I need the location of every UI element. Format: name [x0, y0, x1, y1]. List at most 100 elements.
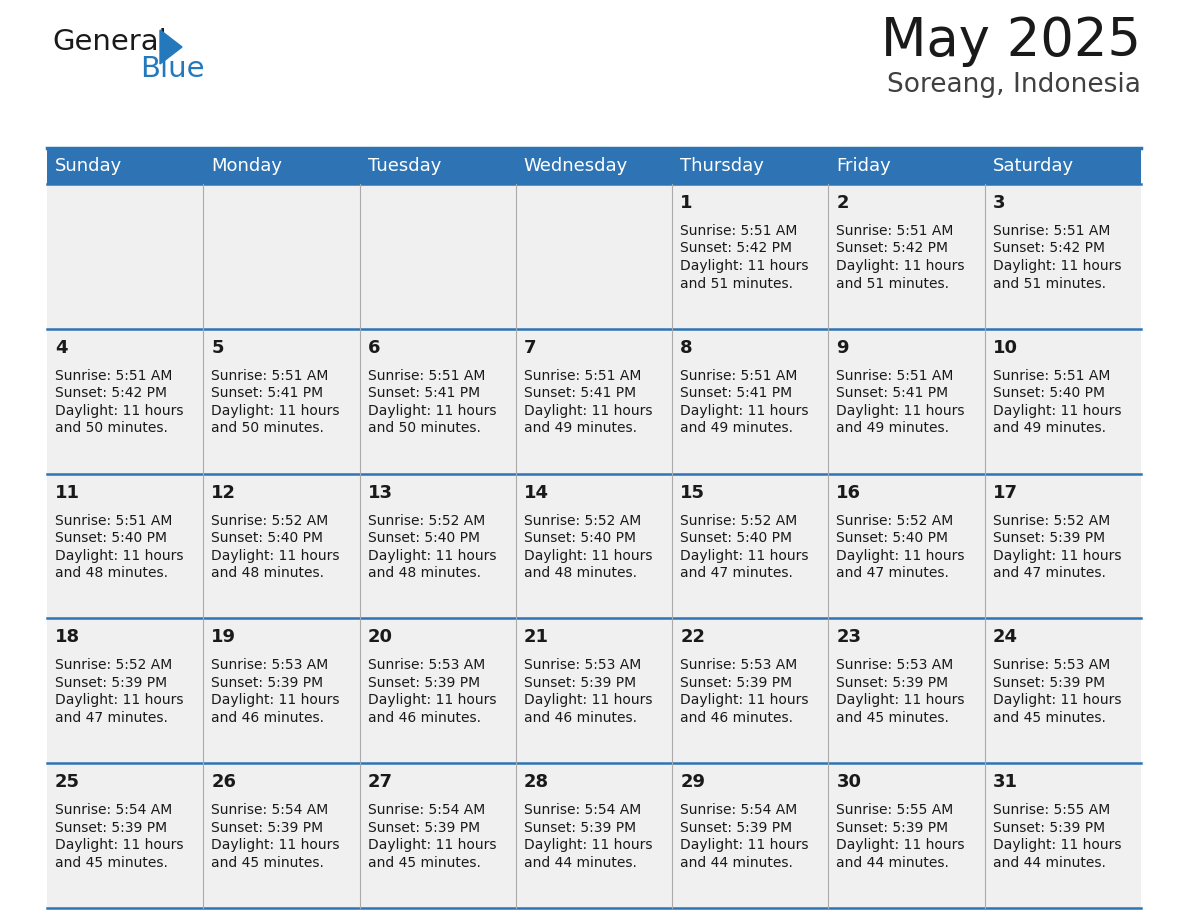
Text: 31: 31 [993, 773, 1018, 791]
Text: Sunset: 5:42 PM: Sunset: 5:42 PM [836, 241, 948, 255]
Text: Sunrise: 5:51 AM: Sunrise: 5:51 AM [836, 224, 954, 238]
Text: Daylight: 11 hours: Daylight: 11 hours [524, 404, 652, 418]
Text: Sunset: 5:40 PM: Sunset: 5:40 PM [836, 532, 948, 545]
Text: Daylight: 11 hours: Daylight: 11 hours [524, 838, 652, 852]
Text: Sunrise: 5:52 AM: Sunrise: 5:52 AM [55, 658, 172, 672]
Text: Sunrise: 5:51 AM: Sunrise: 5:51 AM [55, 369, 172, 383]
Text: 5: 5 [211, 339, 223, 357]
Text: Sunrise: 5:53 AM: Sunrise: 5:53 AM [211, 658, 329, 672]
Text: Daylight: 11 hours: Daylight: 11 hours [681, 693, 809, 708]
Text: Sunset: 5:39 PM: Sunset: 5:39 PM [211, 676, 323, 690]
Text: 10: 10 [993, 339, 1018, 357]
Text: Sunrise: 5:54 AM: Sunrise: 5:54 AM [681, 803, 797, 817]
Text: and 44 minutes.: and 44 minutes. [524, 856, 637, 869]
Text: and 45 minutes.: and 45 minutes. [367, 856, 480, 869]
Text: Daylight: 11 hours: Daylight: 11 hours [524, 693, 652, 708]
Text: Daylight: 11 hours: Daylight: 11 hours [993, 549, 1121, 563]
Text: 6: 6 [367, 339, 380, 357]
Text: 25: 25 [55, 773, 80, 791]
Text: Sunrise: 5:51 AM: Sunrise: 5:51 AM [681, 224, 797, 238]
Text: Sunset: 5:41 PM: Sunset: 5:41 PM [836, 386, 948, 400]
Text: Sunset: 5:39 PM: Sunset: 5:39 PM [367, 821, 480, 834]
Text: Thursday: Thursday [681, 157, 764, 175]
Text: Daylight: 11 hours: Daylight: 11 hours [681, 259, 809, 273]
Text: Sunset: 5:42 PM: Sunset: 5:42 PM [55, 386, 168, 400]
Text: and 49 minutes.: and 49 minutes. [681, 421, 794, 435]
Text: Daylight: 11 hours: Daylight: 11 hours [836, 693, 965, 708]
Text: Sunset: 5:40 PM: Sunset: 5:40 PM [524, 532, 636, 545]
Text: and 45 minutes.: and 45 minutes. [211, 856, 324, 869]
Text: Daylight: 11 hours: Daylight: 11 hours [993, 838, 1121, 852]
Text: Sunset: 5:39 PM: Sunset: 5:39 PM [367, 676, 480, 690]
Text: Sunset: 5:40 PM: Sunset: 5:40 PM [367, 532, 480, 545]
Text: 8: 8 [681, 339, 693, 357]
Text: Sunset: 5:39 PM: Sunset: 5:39 PM [993, 676, 1105, 690]
Text: Friday: Friday [836, 157, 891, 175]
FancyBboxPatch shape [48, 474, 1140, 619]
Text: 17: 17 [993, 484, 1018, 501]
Text: Daylight: 11 hours: Daylight: 11 hours [681, 549, 809, 563]
Text: Sunset: 5:40 PM: Sunset: 5:40 PM [993, 386, 1105, 400]
Text: Sunrise: 5:51 AM: Sunrise: 5:51 AM [681, 369, 797, 383]
Text: 11: 11 [55, 484, 80, 501]
Text: Sunset: 5:41 PM: Sunset: 5:41 PM [367, 386, 480, 400]
Text: and 49 minutes.: and 49 minutes. [524, 421, 637, 435]
Text: and 48 minutes.: and 48 minutes. [367, 566, 481, 580]
FancyBboxPatch shape [48, 184, 1140, 329]
Text: Sunrise: 5:52 AM: Sunrise: 5:52 AM [367, 513, 485, 528]
Text: 7: 7 [524, 339, 536, 357]
Text: and 51 minutes.: and 51 minutes. [681, 276, 794, 290]
Text: and 50 minutes.: and 50 minutes. [55, 421, 168, 435]
Text: Sunset: 5:40 PM: Sunset: 5:40 PM [55, 532, 168, 545]
FancyBboxPatch shape [48, 763, 1140, 908]
Text: Sunrise: 5:55 AM: Sunrise: 5:55 AM [993, 803, 1110, 817]
Text: Sunrise: 5:53 AM: Sunrise: 5:53 AM [524, 658, 642, 672]
Text: 27: 27 [367, 773, 392, 791]
Text: Daylight: 11 hours: Daylight: 11 hours [211, 693, 340, 708]
Text: and 44 minutes.: and 44 minutes. [993, 856, 1106, 869]
Text: 20: 20 [367, 629, 392, 646]
Text: Sunrise: 5:54 AM: Sunrise: 5:54 AM [211, 803, 329, 817]
Text: Sunrise: 5:52 AM: Sunrise: 5:52 AM [681, 513, 797, 528]
Text: Sunrise: 5:51 AM: Sunrise: 5:51 AM [211, 369, 329, 383]
Text: May 2025: May 2025 [881, 15, 1140, 67]
Text: and 45 minutes.: and 45 minutes. [993, 711, 1106, 725]
Text: Sunset: 5:41 PM: Sunset: 5:41 PM [211, 386, 323, 400]
Text: Monday: Monday [211, 157, 283, 175]
Text: Sunset: 5:39 PM: Sunset: 5:39 PM [836, 821, 948, 834]
Text: Sunset: 5:39 PM: Sunset: 5:39 PM [681, 676, 792, 690]
Text: and 47 minutes.: and 47 minutes. [681, 566, 794, 580]
Text: Sunset: 5:40 PM: Sunset: 5:40 PM [211, 532, 323, 545]
Text: Sunrise: 5:51 AM: Sunrise: 5:51 AM [55, 513, 172, 528]
Text: and 48 minutes.: and 48 minutes. [211, 566, 324, 580]
Text: Sunrise: 5:52 AM: Sunrise: 5:52 AM [524, 513, 642, 528]
Text: and 46 minutes.: and 46 minutes. [681, 711, 794, 725]
Text: 4: 4 [55, 339, 68, 357]
Text: Sunset: 5:39 PM: Sunset: 5:39 PM [524, 821, 636, 834]
Polygon shape [160, 30, 182, 64]
Text: Daylight: 11 hours: Daylight: 11 hours [211, 838, 340, 852]
Text: 14: 14 [524, 484, 549, 501]
Text: 9: 9 [836, 339, 849, 357]
Text: Sunrise: 5:53 AM: Sunrise: 5:53 AM [681, 658, 797, 672]
Text: and 46 minutes.: and 46 minutes. [367, 711, 481, 725]
Text: Sunset: 5:39 PM: Sunset: 5:39 PM [836, 676, 948, 690]
Text: Sunset: 5:42 PM: Sunset: 5:42 PM [681, 241, 792, 255]
Text: Sunday: Sunday [55, 157, 122, 175]
Text: and 48 minutes.: and 48 minutes. [524, 566, 637, 580]
Text: 21: 21 [524, 629, 549, 646]
Text: and 46 minutes.: and 46 minutes. [211, 711, 324, 725]
Text: and 49 minutes.: and 49 minutes. [836, 421, 949, 435]
Text: 16: 16 [836, 484, 861, 501]
Text: 23: 23 [836, 629, 861, 646]
Text: Sunset: 5:39 PM: Sunset: 5:39 PM [524, 676, 636, 690]
FancyBboxPatch shape [48, 329, 1140, 474]
Text: and 46 minutes.: and 46 minutes. [524, 711, 637, 725]
Text: 13: 13 [367, 484, 392, 501]
Text: 12: 12 [211, 484, 236, 501]
Text: and 51 minutes.: and 51 minutes. [836, 276, 949, 290]
Text: 3: 3 [993, 194, 1005, 212]
Text: 26: 26 [211, 773, 236, 791]
Text: Sunrise: 5:53 AM: Sunrise: 5:53 AM [993, 658, 1110, 672]
Text: Daylight: 11 hours: Daylight: 11 hours [367, 838, 497, 852]
